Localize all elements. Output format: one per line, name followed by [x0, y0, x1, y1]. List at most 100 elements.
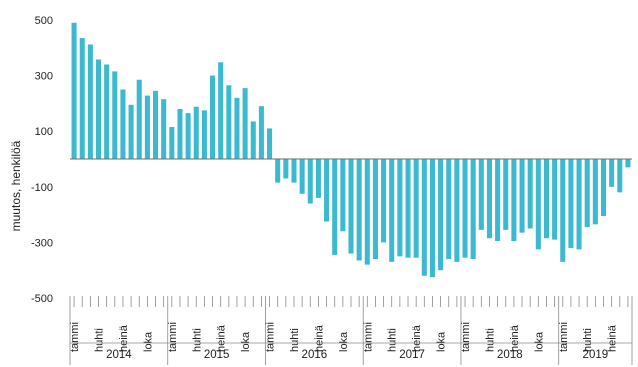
year-label: 2016 [302, 349, 328, 361]
y-tick-label: -100 [31, 182, 53, 194]
month-label: tammi [460, 322, 472, 352]
bar [470, 159, 476, 260]
bar [71, 22, 77, 160]
month-label: heinä [509, 324, 521, 352]
month-label: tammi [167, 322, 179, 352]
bar [112, 71, 118, 159]
bar [169, 127, 175, 159]
month-label: loka [240, 331, 252, 352]
y-tick-label: 500 [35, 15, 53, 27]
month-label: heinä [216, 324, 228, 352]
bar [324, 159, 330, 222]
bar [584, 159, 590, 228]
month-label: heinä [411, 324, 423, 352]
month-label: huhti [582, 328, 594, 352]
bar [185, 113, 191, 159]
bar [210, 75, 216, 159]
bar [120, 89, 126, 159]
month-label: loka [436, 331, 448, 352]
month-label: heinä [313, 324, 325, 352]
bar [348, 159, 354, 254]
month-label: loka [142, 331, 154, 352]
bar [609, 159, 615, 187]
bar [543, 159, 549, 239]
bar [429, 159, 435, 278]
bar [267, 128, 273, 159]
year-label: 2015 [204, 349, 230, 361]
bar [356, 159, 362, 261]
bar [95, 59, 102, 160]
y-tick-label: 300 [35, 71, 53, 83]
bar [153, 90, 159, 159]
year-label: 2018 [497, 349, 523, 361]
bar [405, 159, 411, 258]
bar [144, 95, 150, 159]
bar [519, 159, 525, 233]
month-label: huhti [94, 328, 106, 352]
bar [568, 159, 574, 248]
bar [226, 85, 232, 159]
bar [389, 159, 395, 262]
year-label: 2019 [583, 349, 609, 361]
month-label: tammi [362, 322, 374, 352]
y-axis: 500 300 100 -100 -300 -500 [31, 15, 53, 305]
y-tick-label: -300 [31, 237, 53, 249]
bar [291, 159, 297, 183]
bar [104, 64, 110, 159]
bar [495, 159, 501, 242]
month-label: tammi [558, 322, 570, 352]
month-label: huhti [387, 328, 399, 352]
bar [250, 121, 256, 159]
bar [552, 159, 558, 240]
bar [372, 159, 378, 260]
month-label: huhti [484, 328, 496, 352]
bar [421, 159, 427, 276]
month-label: tammi [69, 322, 81, 352]
year-label: 2017 [399, 349, 425, 361]
bar [234, 97, 240, 159]
bar [600, 159, 607, 216]
bar [560, 159, 566, 262]
bar [503, 159, 509, 230]
month-label: huhti [289, 328, 301, 352]
bar [283, 159, 289, 179]
bar [511, 159, 517, 242]
bar [177, 108, 183, 159]
y-axis-title: muutos, henkilöä [9, 140, 23, 231]
bar [136, 79, 142, 159]
bar [617, 159, 623, 193]
month-label: loka [338, 331, 350, 352]
bar [79, 38, 85, 159]
bar [275, 159, 281, 183]
month-label: tammi [265, 322, 277, 352]
bar [397, 159, 403, 257]
bar [438, 159, 444, 271]
year-label: 2014 [106, 349, 132, 361]
bar [576, 159, 582, 250]
bar [364, 159, 370, 265]
bar [193, 106, 199, 159]
bar [625, 159, 631, 168]
month-label: heinä [118, 324, 130, 352]
bar [478, 159, 484, 230]
bar [218, 62, 224, 160]
bar [527, 159, 533, 229]
bar [242, 88, 248, 159]
month-label: huhti [191, 328, 203, 352]
bar [413, 159, 419, 258]
bar [315, 159, 321, 198]
bar [201, 110, 207, 159]
y-tick-label: 100 [35, 126, 53, 138]
month-label: loka [533, 331, 545, 352]
bar [307, 159, 313, 204]
bar [340, 159, 346, 232]
bar [258, 106, 264, 159]
bar [446, 159, 452, 260]
bar [87, 44, 93, 159]
y-tick-label: -500 [31, 293, 53, 305]
bar [592, 159, 598, 225]
bar [381, 159, 387, 243]
month-label: heinä [607, 324, 619, 352]
bar [299, 159, 305, 194]
